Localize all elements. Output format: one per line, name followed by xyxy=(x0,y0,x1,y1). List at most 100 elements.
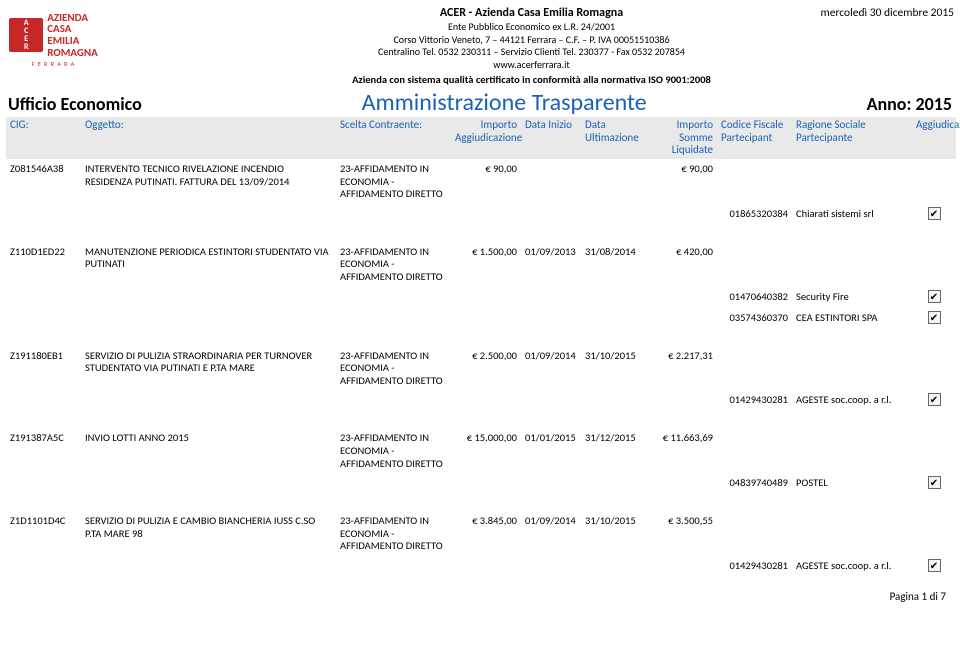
table-header: CIG: Oggetto: Scelta Contraente: Importo… xyxy=(6,117,956,159)
records-table: CIG: Oggetto: Scelta Contraente: Importo… xyxy=(6,117,956,576)
cell-cig: Z191387A5C xyxy=(6,428,81,472)
cell-importo: € 2.500,00 xyxy=(451,346,521,390)
col-codice-fiscale: Codice Fiscale Partecipant xyxy=(717,117,792,159)
cell-codice-fiscale: 03574360370 xyxy=(717,307,792,328)
col-aggiudicazione: Aggiudicazione xyxy=(912,117,956,159)
col-importo: Importo Aggiudicazione xyxy=(451,117,521,159)
cell-somme: € 90,00 xyxy=(649,159,717,203)
cell-data-inizio xyxy=(521,159,581,203)
cell-scelta: 23-AFFIDAMENTO IN ECONOMIA - AFFIDAMENTO… xyxy=(336,511,451,555)
cell-codice-fiscale: 01429430281 xyxy=(717,389,792,410)
cell-ragione-sociale: POSTEL xyxy=(792,472,912,493)
cell-data-ult xyxy=(581,159,649,203)
cell-ragione-sociale: Security Fire xyxy=(792,286,912,307)
page: mercoledì 30 dicembre 2015 ACER AZIENDA … xyxy=(0,0,960,617)
participant-row: 01865320384Chiarati sistemi srl ✔ xyxy=(6,203,956,224)
cell-ragione-sociale: AGESTE soc.coop. a r.l. xyxy=(792,555,912,576)
cell-codice-fiscale: 01429430281 xyxy=(717,555,792,576)
col-data-inizio: Data Inizio xyxy=(521,117,581,159)
cell-oggetto: INVIO LOTTI ANNO 2015 xyxy=(81,428,336,472)
cell-data-ult: 31/08/2014 xyxy=(581,242,649,286)
row-spacer xyxy=(6,410,956,428)
table-row: Z081546A38INTERVENTO TECNICO RIVELAZIONE… xyxy=(6,159,956,203)
cell-data-inizio: 01/09/2013 xyxy=(521,242,581,286)
participant-row: 03574360370CEA ESTINTORI SPA ✔ xyxy=(6,307,956,328)
acer-logo-badge: ACER xyxy=(9,18,43,52)
letterhead: ACER AZIENDA CASA EMILIA ROMAGNA F E R R… xyxy=(6,6,954,86)
cell-importo: € 1.500,00 xyxy=(451,242,521,286)
row-spacer xyxy=(6,493,956,511)
cell-scelta: 23-AFFIDAMENTO IN ECONOMIA - AFFIDAMENTO… xyxy=(336,346,451,390)
cell-codice-fiscale: 04839740489 xyxy=(717,472,792,493)
participant-row: 04839740489POSTEL✔ xyxy=(6,472,956,493)
check-icon: ✔ xyxy=(928,207,941,220)
participant-row: 01470640382Security Fire ✔ xyxy=(6,286,956,307)
table-row: Z1D1101D4CSERVIZIO DI PULIZIA E CAMBIO B… xyxy=(6,511,956,555)
cell-aggiudicazione: ✔ xyxy=(912,307,956,328)
col-oggetto: Oggetto: xyxy=(81,117,336,159)
cell-ragione-sociale: AGESTE soc.coop. a r.l. xyxy=(792,389,912,410)
cell-cig: Z191180EB1 xyxy=(6,346,81,390)
cell-scelta: 23-AFFIDAMENTO IN ECONOMIA - AFFIDAMENTO… xyxy=(336,159,451,203)
cell-aggiudicazione: ✔ xyxy=(912,389,956,410)
cell-aggiudicazione: ✔ xyxy=(912,286,956,307)
cell-oggetto: INTERVENTO TECNICO RIVELAZIONE INCENDIO … xyxy=(81,159,336,203)
print-date: mercoledì 30 dicembre 2015 xyxy=(821,6,954,20)
cell-importo: € 3.845,00 xyxy=(451,511,521,555)
cell-ragione-sociale: Chiarati sistemi srl xyxy=(792,203,912,224)
cell-data-ult: 31/10/2015 xyxy=(581,346,649,390)
cell-data-inizio: 01/09/2014 xyxy=(521,511,581,555)
cell-aggiudicazione: ✔ xyxy=(912,472,956,493)
org-iso: Azienda con sistema qualità certificato … xyxy=(109,73,954,86)
cell-somme: € 11.663,69 xyxy=(649,428,717,472)
org-sub1: Ente Pubblico Economico ex L.R. 24/2001 xyxy=(109,21,954,34)
cell-data-ult: 31/10/2015 xyxy=(581,511,649,555)
ufficio-label: Ufficio Economico xyxy=(8,93,142,115)
cell-cig: Z1D1101D4C xyxy=(6,511,81,555)
row-spacer xyxy=(6,328,956,346)
participant-row: 01429430281AGESTE soc.coop. a r.l. ✔ xyxy=(6,389,956,410)
cell-oggetto: SERVIZIO DI PULIZIA E CAMBIO BIANCHERIA … xyxy=(81,511,336,555)
cell-somme: € 2.217,31 xyxy=(649,346,717,390)
cell-importo: € 15.000,00 xyxy=(451,428,521,472)
check-icon: ✔ xyxy=(928,290,941,303)
col-scelta: Scelta Contraente: xyxy=(336,117,451,159)
cell-data-inizio: 01/01/2015 xyxy=(521,428,581,472)
check-icon: ✔ xyxy=(928,559,941,572)
table-row: Z191180EB1SERVIZIO DI PULIZIA STRAORDINA… xyxy=(6,346,956,390)
table-row: Z191387A5CINVIO LOTTI ANNO 201523-AFFIDA… xyxy=(6,428,956,472)
col-ragione-sociale: Ragione Sociale Partecipante xyxy=(792,117,912,159)
row-spacer xyxy=(6,224,956,242)
cell-scelta: 23-AFFIDAMENTO IN ECONOMIA - AFFIDAMENTO… xyxy=(336,242,451,286)
check-icon: ✔ xyxy=(928,311,941,324)
cell-importo: € 90,00 xyxy=(451,159,521,203)
cell-cig: Z110D1ED22 xyxy=(6,242,81,286)
page-title: Amministrazione Trasparente xyxy=(142,88,867,117)
cell-somme: € 420,00 xyxy=(649,242,717,286)
participant-row: 01429430281AGESTE soc.coop. a r.l. ✔ xyxy=(6,555,956,576)
org-web: www.acerferrara.it xyxy=(109,59,954,72)
check-icon: ✔ xyxy=(928,393,941,406)
cell-scelta: 23-AFFIDAMENTO IN ECONOMIA - AFFIDAMENTO… xyxy=(336,428,451,472)
table-body: Z081546A38INTERVENTO TECNICO RIVELAZIONE… xyxy=(6,159,956,576)
cell-somme: € 3.500,55 xyxy=(649,511,717,555)
acer-logo: ACER AZIENDA CASA EMILIA ROMAGNA F E R R… xyxy=(6,6,101,74)
acer-logo-text: AZIENDA CASA EMILIA ROMAGNA xyxy=(47,12,98,58)
anno-label: Anno: 2015 xyxy=(867,93,952,115)
col-cig: CIG: xyxy=(6,117,81,159)
cell-codice-fiscale: 01470640382 xyxy=(717,286,792,307)
org-tel: Centralino Tel. 0532 230311 – Servizio C… xyxy=(109,46,954,59)
cell-codice-fiscale: 01865320384 xyxy=(717,203,792,224)
cell-ragione-sociale: CEA ESTINTORI SPA xyxy=(792,307,912,328)
table-row: Z110D1ED22MANUTENZIONE PERIODICA ESTINTO… xyxy=(6,242,956,286)
page-footer: Pagina 1 di 7 xyxy=(6,576,954,607)
cell-oggetto: SERVIZIO DI PULIZIA STRAORDINARIA PER TU… xyxy=(81,346,336,390)
cell-cig: Z081546A38 xyxy=(6,159,81,203)
cell-data-ult: 31/12/2015 xyxy=(581,428,649,472)
title-row: Ufficio Economico Amministrazione Traspa… xyxy=(6,88,954,117)
col-data-ult: Data Ultimazione xyxy=(581,117,649,159)
acer-logo-city: F E R R A R A xyxy=(32,60,76,68)
cell-aggiudicazione: ✔ xyxy=(912,203,956,224)
col-somme: Importo Somme Liquidate xyxy=(649,117,717,159)
cell-aggiudicazione: ✔ xyxy=(912,555,956,576)
